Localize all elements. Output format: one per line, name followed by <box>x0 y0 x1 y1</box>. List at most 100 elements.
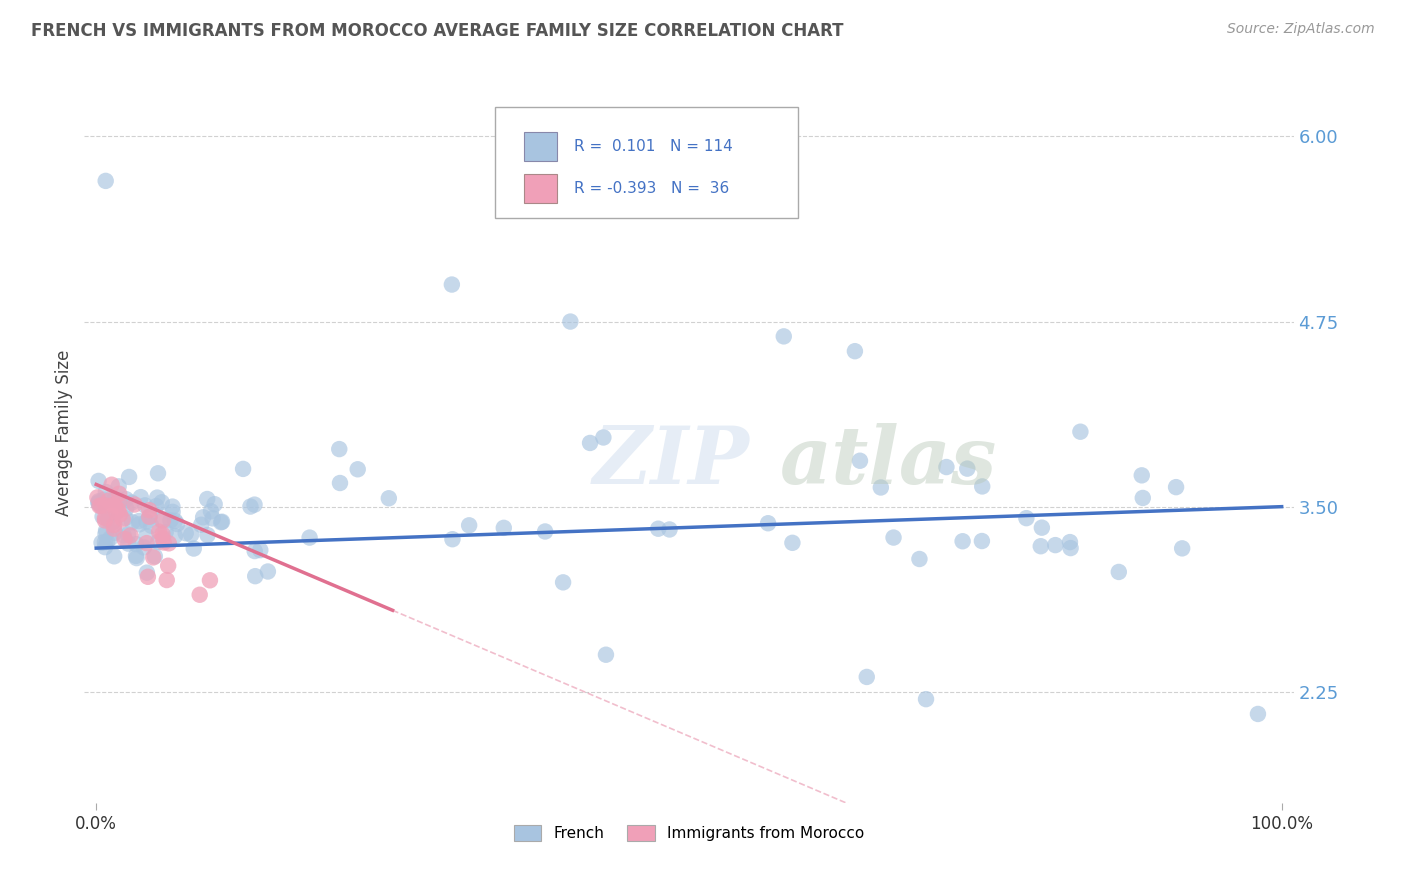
Point <box>239 500 262 514</box>
Point <box>243 498 266 512</box>
Point <box>94 499 117 513</box>
Point <box>145 499 167 513</box>
Point <box>956 461 979 475</box>
Legend: French, Immigrants from Morocco: French, Immigrants from Morocco <box>508 819 870 847</box>
Point <box>87 495 110 509</box>
Point <box>150 495 173 509</box>
Point <box>243 544 266 558</box>
Point <box>156 573 179 587</box>
Point <box>579 436 602 450</box>
Point <box>94 540 117 554</box>
Point <box>125 549 148 563</box>
Point <box>211 515 233 529</box>
Point <box>1132 491 1154 505</box>
Point <box>191 510 214 524</box>
Point <box>87 474 110 488</box>
Point <box>94 535 117 549</box>
Point <box>180 527 202 541</box>
Point <box>94 174 117 188</box>
Point <box>200 504 222 518</box>
Point <box>90 497 112 511</box>
Point <box>298 531 321 545</box>
Point <box>132 541 155 555</box>
Point <box>908 552 931 566</box>
Point <box>257 565 280 579</box>
Point <box>90 535 112 549</box>
Point <box>162 500 184 514</box>
Point <box>849 454 872 468</box>
Point <box>141 518 163 533</box>
Point <box>136 570 159 584</box>
Point <box>124 498 146 512</box>
Point <box>159 513 181 527</box>
Point <box>1031 521 1053 535</box>
Point <box>111 512 134 526</box>
Point <box>91 509 114 524</box>
Point <box>163 514 186 528</box>
Point <box>138 503 160 517</box>
Point <box>86 491 108 505</box>
Point <box>152 535 174 549</box>
Point <box>94 485 117 500</box>
Text: atlas: atlas <box>780 424 997 501</box>
Point <box>134 499 156 513</box>
Point <box>100 477 122 491</box>
Point <box>188 588 211 602</box>
Point <box>135 515 157 529</box>
Point <box>103 492 125 507</box>
Point <box>108 487 131 501</box>
Point <box>107 495 129 509</box>
Point <box>190 517 212 532</box>
Point <box>94 527 117 541</box>
Point <box>1029 539 1052 553</box>
Point <box>197 528 219 542</box>
Point <box>551 575 574 590</box>
Point <box>148 524 170 539</box>
Point <box>135 529 157 543</box>
Text: R =  0.101   N = 114: R = 0.101 N = 114 <box>574 139 733 153</box>
Point <box>117 527 139 541</box>
Point <box>112 528 135 542</box>
Point <box>658 523 681 537</box>
Point <box>592 430 614 444</box>
Point <box>534 524 557 539</box>
Point <box>146 491 169 505</box>
Point <box>195 491 218 506</box>
Point <box>128 517 150 532</box>
Point <box>441 532 464 546</box>
Point <box>97 493 120 508</box>
Point <box>440 277 463 292</box>
Point <box>329 475 352 490</box>
Point <box>96 534 118 549</box>
Point <box>1164 480 1187 494</box>
Point <box>198 574 221 588</box>
Text: ZIP: ZIP <box>592 424 749 501</box>
Point <box>94 513 117 527</box>
Point <box>148 535 170 549</box>
Point <box>128 514 150 528</box>
Point <box>157 558 180 573</box>
Point <box>1247 706 1270 721</box>
Point <box>869 480 891 494</box>
Point <box>1059 535 1081 549</box>
Point <box>146 467 169 481</box>
Point <box>844 344 866 359</box>
FancyBboxPatch shape <box>524 174 557 203</box>
Point <box>155 525 177 540</box>
Point <box>138 509 160 524</box>
Point <box>952 534 974 549</box>
Point <box>104 499 127 513</box>
Point <box>1015 511 1038 525</box>
Point <box>595 648 617 662</box>
Point <box>970 534 993 549</box>
Point <box>201 511 224 525</box>
Point <box>115 492 138 507</box>
Point <box>492 521 515 535</box>
Text: FRENCH VS IMMIGRANTS FROM MOROCCO AVERAGE FAMILY SIZE CORRELATION CHART: FRENCH VS IMMIGRANTS FROM MOROCCO AVERAG… <box>31 22 844 40</box>
Point <box>458 518 481 533</box>
Point <box>129 490 152 504</box>
Point <box>972 479 994 493</box>
Point <box>103 549 125 564</box>
Point <box>560 315 582 329</box>
Point <box>772 329 794 343</box>
